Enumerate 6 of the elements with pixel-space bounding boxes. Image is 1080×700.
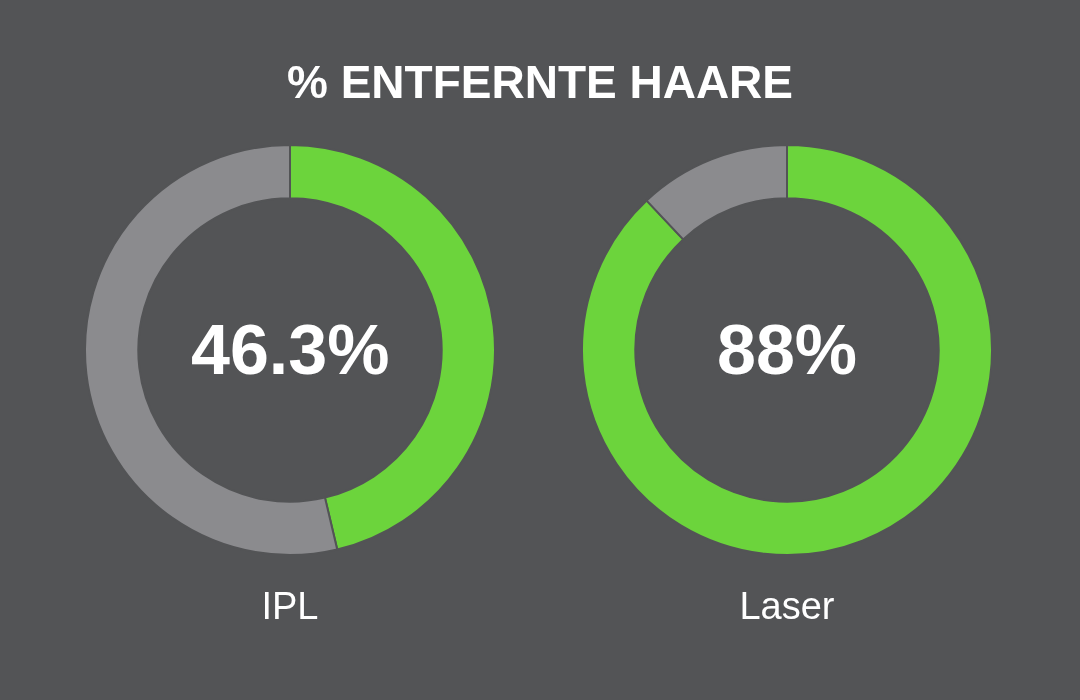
- chart-title: % ENTFERNTE HAARE: [286, 55, 794, 109]
- text: Laser: [738, 585, 836, 628]
- text: IPL: [260, 585, 320, 628]
- donut-slice: [582, 145, 992, 555]
- data-label: 46.3%: [191, 311, 390, 389]
- data-label: 88%: [717, 311, 858, 389]
